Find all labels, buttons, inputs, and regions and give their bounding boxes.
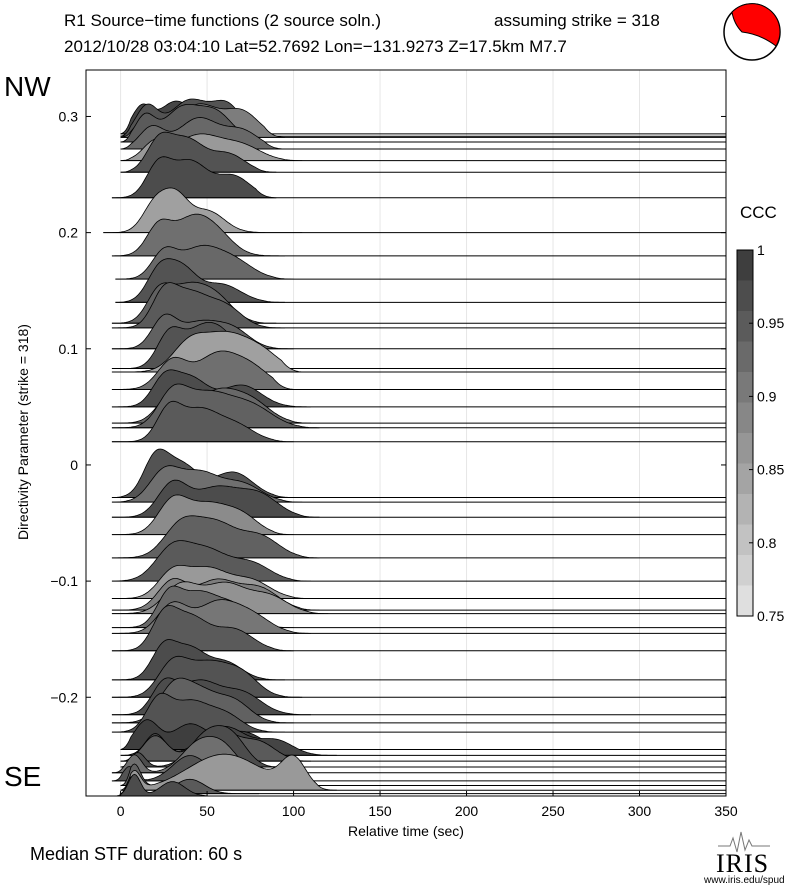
median-duration: Median STF duration: 60 s [30, 844, 242, 864]
iris-url: www.iris.edu/spud [703, 875, 785, 886]
event-info: 2012/10/28 03:04:10 Lat=52.7692 Lon=−131… [64, 37, 567, 56]
colorbar-segment [737, 585, 753, 617]
colorbar: 1 0.95 0.9 0.85 0.8 0.75 [736, 242, 784, 624]
stf-trace [111, 540, 311, 582]
x-tick-label: 0 [117, 803, 125, 819]
stf-trace [111, 515, 320, 559]
chart-title: R1 Source−time functions (2 source soln.… [64, 11, 381, 30]
x-axis: 0 50 100 150 200 250 300 350 [117, 791, 738, 819]
colorbar-title: CCC [740, 203, 777, 222]
colorbar-segment [737, 372, 753, 403]
stf-trace [111, 330, 303, 373]
y-tick-label: 0.2 [59, 225, 79, 241]
stf-trace [111, 494, 294, 535]
colorbar-segment [737, 250, 753, 281]
x-tick-label: 250 [541, 803, 565, 819]
y-axis: −0.2 −0.1 0 0.1 0.2 0.3 [50, 108, 726, 705]
x-axis-label: Relative time (sec) [348, 823, 464, 839]
focal-mechanism-icon [723, 3, 781, 61]
colorbar-tick-label: 1 [757, 242, 765, 258]
nw-label: NW [4, 71, 51, 102]
stf-trace [111, 156, 277, 199]
colorbar-frame [736, 249, 754, 617]
stf-traces [103, 98, 726, 797]
iris-logo: IRIS [716, 831, 770, 878]
grid-lines [120, 70, 641, 796]
colorbar-tick-label: 0.85 [757, 462, 784, 478]
colorbar-tick-label: 0.9 [757, 388, 777, 404]
y-tick-label: −0.1 [50, 573, 78, 589]
colorbar-tick-label: 0.95 [757, 315, 784, 331]
x-tick-label: 350 [714, 803, 738, 819]
stf-trace [111, 692, 285, 733]
stf-trace [111, 282, 285, 329]
colorbar-segment [737, 311, 753, 342]
colorbar-segment [737, 463, 753, 495]
colorbar-segment [737, 494, 753, 525]
colorbar-segment [737, 402, 753, 434]
stf-trace [111, 400, 294, 443]
y-tick-label: 0.1 [59, 341, 79, 357]
x-tick-label: 200 [455, 803, 479, 819]
colorbar-segment [737, 280, 753, 312]
stf-trace [111, 369, 311, 408]
stf-trace [111, 605, 294, 652]
colorbar-segment [737, 433, 753, 464]
x-tick-label: 50 [199, 803, 215, 819]
plot-frame [85, 69, 727, 797]
stf-trace [120, 753, 337, 791]
iris-logo-text: IRIS [716, 849, 769, 878]
y-axis-label: Directivity Parameter (strike = 318) [15, 324, 31, 540]
colorbar-tick-label: 0.8 [757, 535, 777, 551]
colorbar-tick-label: 0.75 [757, 608, 784, 624]
y-tick-label: 0.3 [59, 108, 79, 124]
stf-trace [111, 213, 285, 257]
x-tick-label: 300 [628, 803, 652, 819]
x-tick-label: 100 [282, 803, 306, 819]
x-tick-label: 150 [368, 803, 392, 819]
colorbar-segment [737, 555, 753, 586]
y-tick-label: −0.2 [50, 689, 78, 705]
colorbar-segment [737, 524, 753, 556]
colorbar-segment [737, 341, 753, 373]
y-tick-label: 0 [70, 457, 78, 473]
strike-assumption: assuming strike = 318 [494, 11, 660, 30]
se-label: SE [4, 761, 41, 792]
